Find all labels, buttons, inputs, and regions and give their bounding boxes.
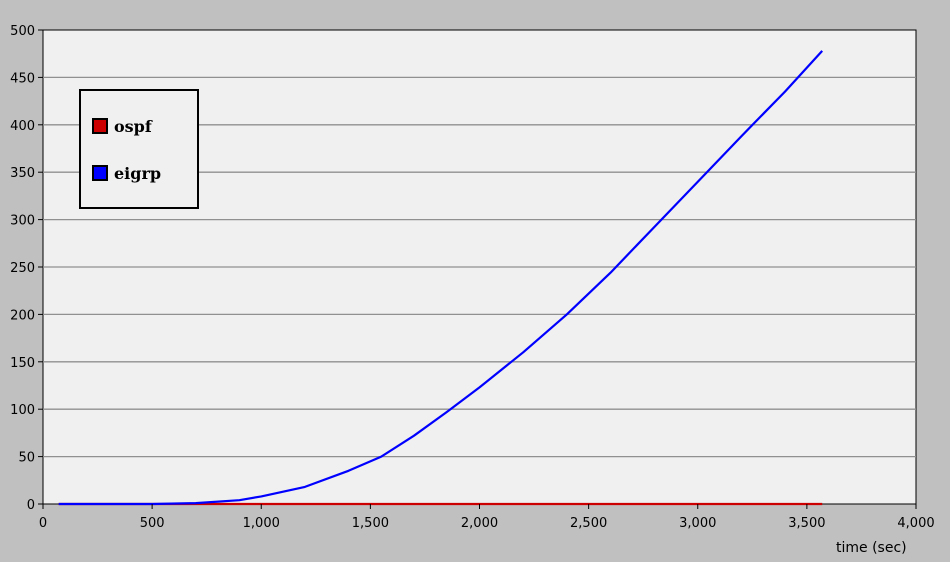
x-axis-ticks: 0 500 1,000 1,500 2,000 2,500 3,000 3,500 4,000: [39, 504, 935, 531]
x-tick-label: 3,000: [679, 516, 716, 531]
y-tick-label: 300: [10, 214, 35, 229]
y-axis-ticks: 0 50 100 150 200 250 300 350 400 450 500: [10, 24, 43, 513]
legend-label-eigrp: eigrp: [114, 163, 162, 183]
y-tick-label: 200: [10, 308, 35, 323]
x-tick-label: 1,500: [352, 516, 389, 531]
y-tick-label: 100: [10, 403, 35, 418]
legend-swatch-ospf: [92, 118, 108, 134]
y-tick-label: 350: [10, 166, 35, 181]
y-tick-label: 0: [27, 498, 35, 513]
y-tick-label: 450: [10, 71, 35, 86]
x-tick-label: 500: [140, 516, 165, 531]
y-tick-label: 150: [10, 356, 35, 371]
y-tick-label: 400: [10, 119, 35, 134]
legend-label-ospf: ospf: [114, 116, 152, 136]
x-tick-label: 3,500: [788, 516, 825, 531]
legend-swatch-eigrp: [92, 165, 108, 181]
legend: ospf eigrp: [79, 89, 199, 209]
series-line-eigrp: [58, 50, 824, 506]
x-axis-label: time (sec): [836, 540, 907, 556]
legend-item-eigrp: eigrp: [92, 163, 161, 183]
x-tick-label: 4,000: [897, 516, 934, 531]
y-tick-label: 500: [10, 24, 35, 39]
x-tick-label: 0: [39, 516, 47, 531]
x-tick-label: 2,000: [461, 516, 498, 531]
x-tick-label: 1,000: [243, 516, 280, 531]
series-lines: [58, 50, 824, 506]
y-tick-label: 50: [18, 451, 35, 466]
x-tick-label: 2,500: [570, 516, 607, 531]
legend-item-ospf: ospf: [92, 116, 152, 136]
grid-lines: [43, 76, 916, 458]
y-tick-label: 250: [10, 261, 35, 276]
